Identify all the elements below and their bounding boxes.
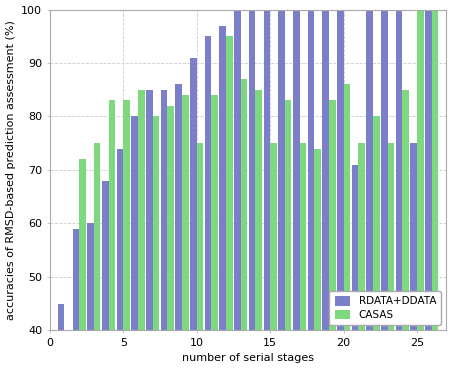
Bar xyxy=(322,10,328,369)
Bar xyxy=(328,100,335,369)
Bar xyxy=(234,10,240,369)
Bar xyxy=(146,90,152,369)
Bar xyxy=(307,10,313,369)
Bar xyxy=(410,143,416,369)
Bar xyxy=(284,100,291,369)
Bar xyxy=(270,143,276,369)
Bar xyxy=(211,95,217,369)
Bar xyxy=(204,36,211,369)
Bar xyxy=(123,100,129,369)
Bar xyxy=(424,10,431,369)
Bar xyxy=(387,143,393,369)
Bar xyxy=(278,10,284,369)
Bar xyxy=(336,10,343,369)
Bar xyxy=(72,229,79,369)
Bar xyxy=(189,58,196,369)
Bar xyxy=(372,117,379,369)
Bar xyxy=(152,117,159,369)
Bar xyxy=(358,143,364,369)
Bar xyxy=(196,143,203,369)
Bar xyxy=(226,36,232,369)
Bar xyxy=(299,143,305,369)
Bar xyxy=(292,10,299,369)
Bar xyxy=(219,25,226,369)
Legend: RDATA+DDATA, CASAS: RDATA+DDATA, CASAS xyxy=(329,291,440,325)
Bar xyxy=(58,304,64,369)
Bar xyxy=(160,90,167,369)
Bar xyxy=(64,330,71,369)
Bar xyxy=(240,79,247,369)
Bar xyxy=(313,149,320,369)
Bar xyxy=(263,10,270,369)
Bar xyxy=(167,106,174,369)
Bar xyxy=(138,90,144,369)
X-axis label: number of serial stages: number of serial stages xyxy=(182,354,313,363)
Bar xyxy=(395,10,401,369)
Bar xyxy=(175,85,182,369)
Bar xyxy=(79,159,86,369)
Bar xyxy=(366,10,372,369)
Bar xyxy=(87,223,94,369)
Bar xyxy=(131,117,138,369)
Bar xyxy=(182,95,188,369)
Bar xyxy=(255,90,262,369)
Bar xyxy=(416,10,423,369)
Bar xyxy=(94,143,100,369)
Bar xyxy=(249,10,255,369)
Bar xyxy=(431,10,437,369)
Bar xyxy=(380,10,387,369)
Bar xyxy=(351,165,358,369)
Bar xyxy=(401,90,408,369)
Bar xyxy=(343,85,350,369)
Bar xyxy=(101,180,108,369)
Y-axis label: accuracies of RMSD-based prediction assessment (%): accuracies of RMSD-based prediction asse… xyxy=(5,20,15,320)
Bar xyxy=(116,149,123,369)
Bar xyxy=(108,100,115,369)
